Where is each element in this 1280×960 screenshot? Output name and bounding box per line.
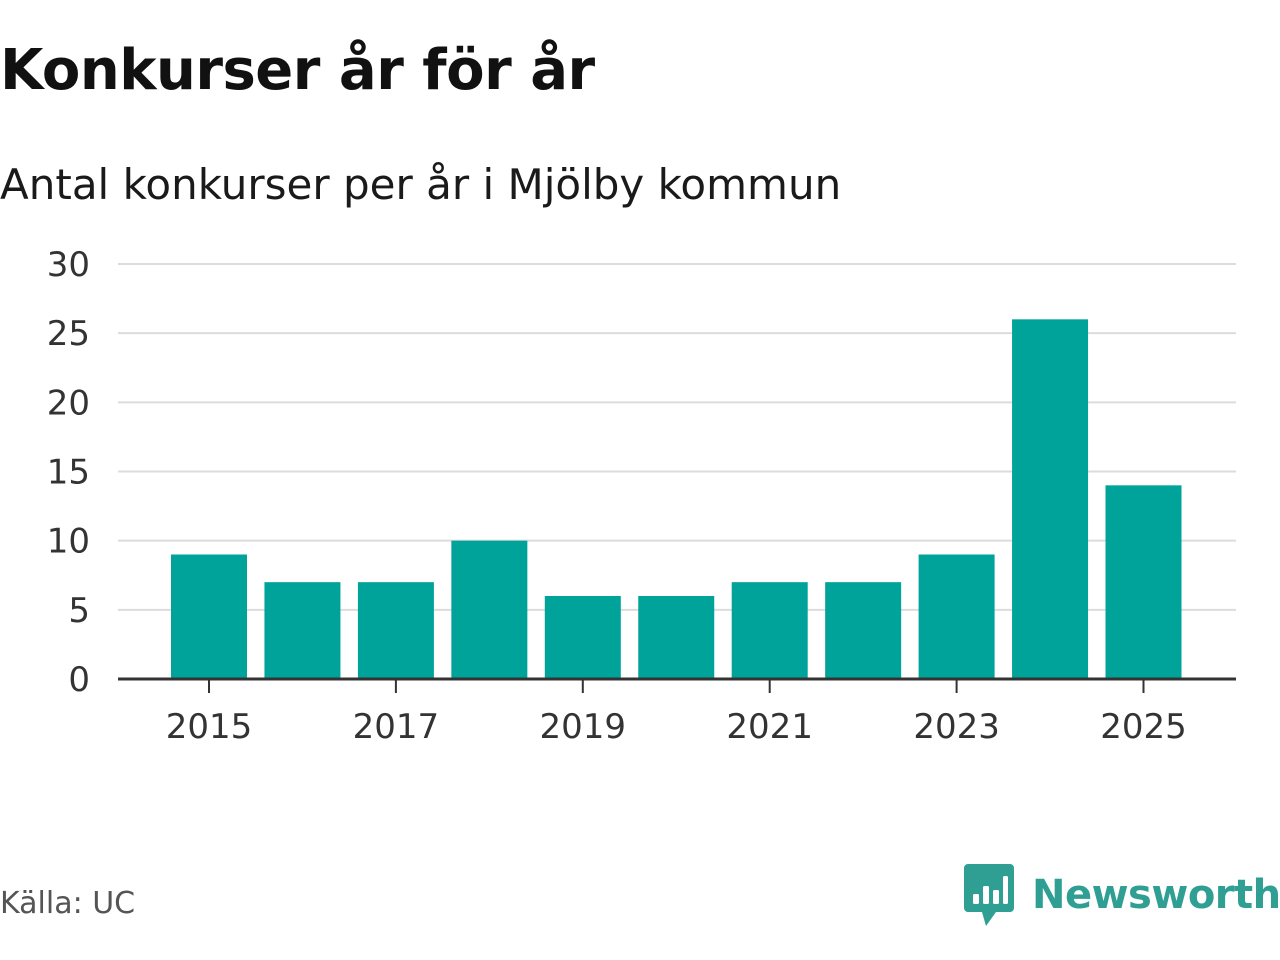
- y-tick-label: 0: [68, 660, 90, 700]
- y-tick-label: 5: [68, 591, 90, 631]
- y-tick-label: 30: [47, 245, 90, 285]
- source-note: Källa: UC: [0, 886, 136, 921]
- bar-2020: [638, 596, 715, 679]
- y-tick-label: 10: [47, 522, 90, 562]
- brand-logo: Newsworthy: [964, 864, 1280, 926]
- bar-2023: [918, 554, 995, 679]
- brand-name: Newsworthy: [1032, 872, 1280, 918]
- bar-2019: [544, 596, 621, 679]
- bar-2017: [357, 582, 434, 679]
- x-axis-tick-labels: 2015 2017 2019 2021 2023 2025: [166, 707, 1187, 747]
- x-tick-label: 2017: [353, 707, 440, 747]
- y-tick-label: 20: [47, 383, 90, 423]
- newsworthy-chart-bubble-icon: [964, 864, 1014, 926]
- chart-subtitle: Antal konkurser per år i Mjölby kommun: [0, 160, 842, 209]
- x-tick-label: 2023: [913, 707, 1000, 747]
- bar-2025: [1105, 485, 1182, 679]
- chart-title: Konkurser år för år: [0, 38, 595, 103]
- x-axis: [118, 677, 1236, 693]
- bar-2016: [264, 582, 341, 679]
- x-tick-label: 2019: [540, 707, 627, 747]
- bar-2018: [451, 540, 528, 679]
- bar-2021: [731, 582, 808, 679]
- x-tick-label: 2025: [1100, 707, 1187, 747]
- x-tick-label: 2021: [726, 707, 813, 747]
- bar-2024: [1012, 319, 1089, 679]
- bars: [171, 319, 1182, 679]
- y-axis-tick-labels: 0 5 10 15 20 25 30: [47, 245, 90, 700]
- bar-2015: [171, 554, 247, 679]
- bar-2022: [825, 582, 902, 679]
- y-tick-label: 15: [47, 453, 90, 493]
- y-tick-label: 25: [47, 314, 90, 354]
- x-tick-label: 2015: [166, 707, 253, 747]
